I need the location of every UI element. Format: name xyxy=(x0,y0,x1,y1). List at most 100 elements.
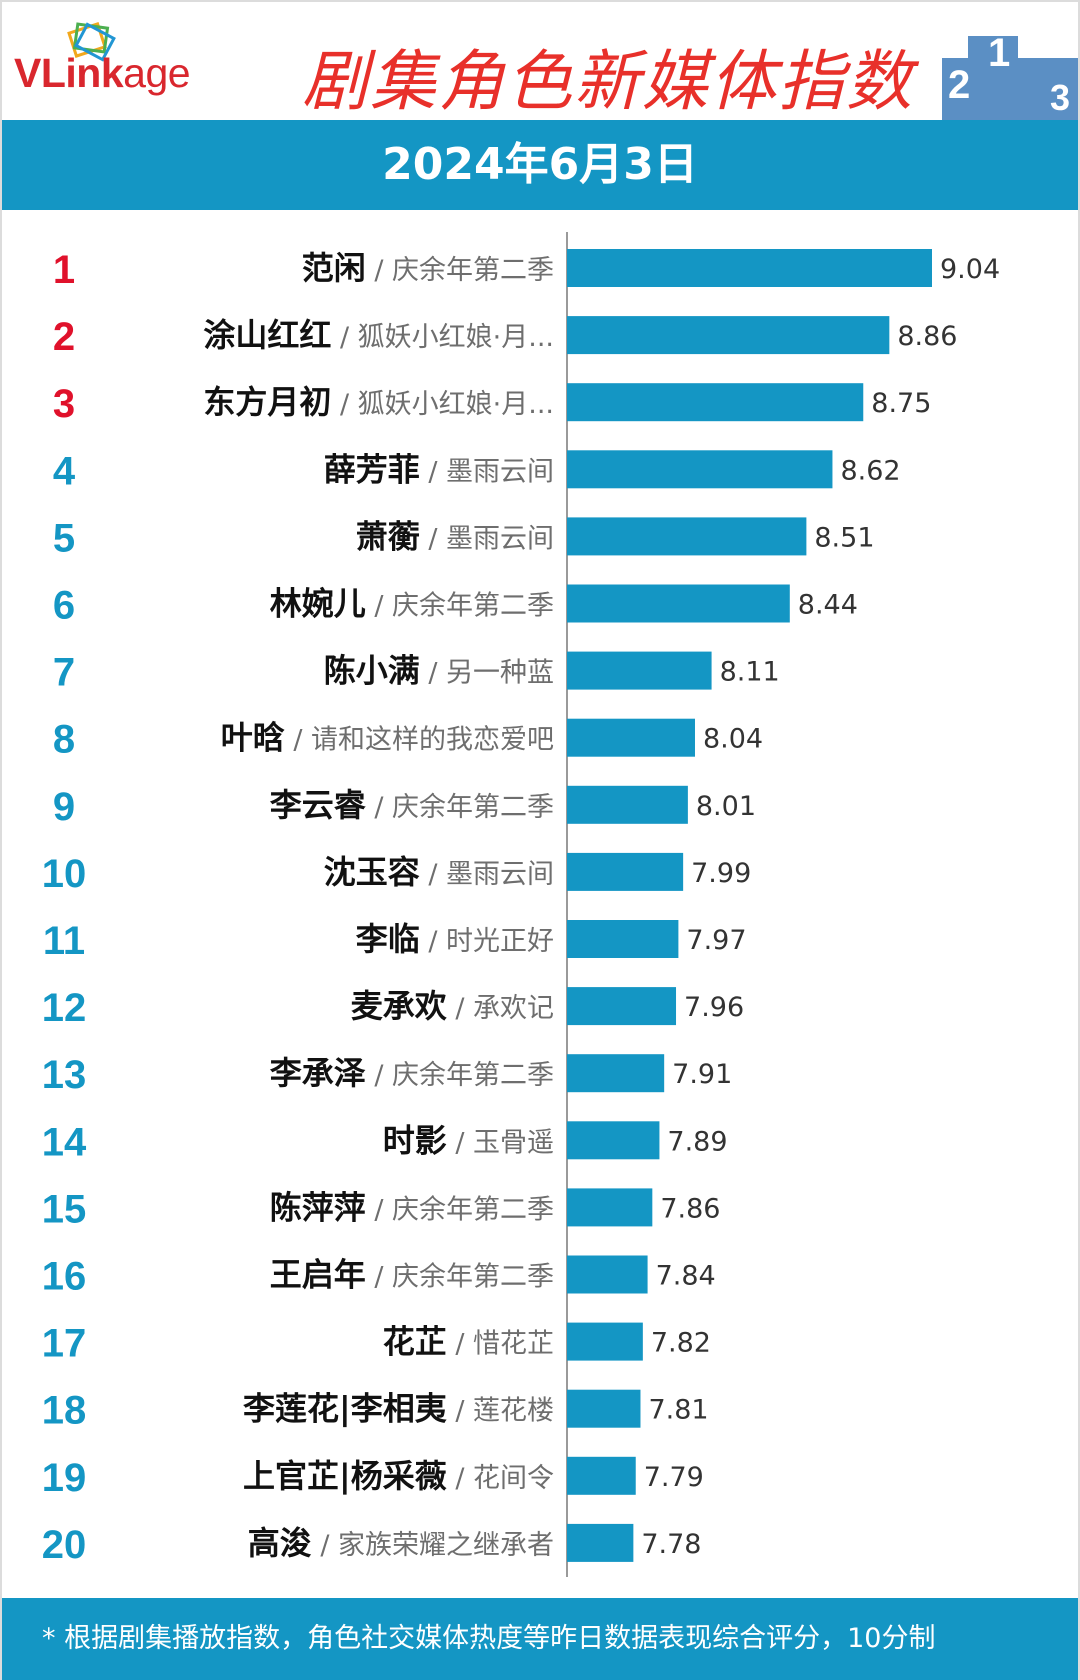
character-name: 林婉儿 xyxy=(270,585,366,623)
drama-title: 庆余年第二季 xyxy=(392,792,554,823)
category-label: 李莲花|李相夷 / 莲花楼 xyxy=(243,1390,554,1429)
rank-number: 10 xyxy=(42,852,87,896)
rank-number: 16 xyxy=(42,1255,87,1299)
rank-number: 7 xyxy=(53,651,75,695)
rank-number: 13 xyxy=(42,1053,87,1097)
category-label: 李承泽 / 庆余年第二季 xyxy=(270,1054,554,1092)
drama-title: 墨雨云间 xyxy=(446,859,554,890)
bar xyxy=(567,1456,636,1495)
drama-title: 承欢记 xyxy=(473,993,554,1024)
logo-wordmark: VLinkage xyxy=(14,50,191,97)
bar xyxy=(567,1322,643,1361)
value-label: 7.78 xyxy=(641,1529,701,1560)
drama-title: 庆余年第二季 xyxy=(392,255,554,286)
podium-number-1: 1 xyxy=(988,31,1010,75)
logo-part-ink: ink xyxy=(65,50,124,96)
rank-number: 20 xyxy=(42,1523,87,1567)
value-label: 8.51 xyxy=(814,522,874,553)
drama-title: 庆余年第二季 xyxy=(392,1060,554,1091)
value-label: 8.86 xyxy=(897,321,957,352)
character-name: 李云睿 xyxy=(270,786,367,824)
rank-number: 6 xyxy=(53,584,75,628)
label-separator: / xyxy=(420,523,446,554)
bar xyxy=(567,383,864,422)
value-label: 7.89 xyxy=(667,1126,727,1157)
drama-title: 庆余年第二季 xyxy=(392,1262,554,1293)
rank-number: 17 xyxy=(42,1322,87,1366)
podium-number-2: 2 xyxy=(948,63,970,107)
label-separator: / xyxy=(331,322,357,353)
bar xyxy=(567,316,890,355)
bar xyxy=(567,852,684,891)
label-separator: / xyxy=(447,1463,473,1494)
bar xyxy=(567,517,807,556)
character-name: 花芷 xyxy=(383,1323,447,1361)
character-name: 李承泽 xyxy=(270,1054,366,1092)
character-name: 高浚 xyxy=(248,1524,312,1562)
category-label: 萧蘅 / 墨雨云间 xyxy=(356,517,554,555)
value-label: 7.91 xyxy=(672,1059,732,1090)
label-separator: / xyxy=(366,255,392,286)
value-label: 8.01 xyxy=(696,791,756,822)
rank-number: 18 xyxy=(42,1389,87,1433)
category-label: 上官芷|杨采薇 / 花间令 xyxy=(243,1457,554,1496)
value-label: 7.86 xyxy=(660,1193,720,1224)
label-separator: / xyxy=(447,1396,473,1427)
character-name: 叶晗 xyxy=(221,719,285,757)
footer-band: * 根据剧集播放指数，角色社交媒体热度等昨日数据表现综合评分，10分制 xyxy=(2,1598,1078,1680)
bar xyxy=(567,1054,665,1093)
drama-title: 狐妖小红娘·月... xyxy=(358,322,554,353)
label-separator: / xyxy=(366,792,392,823)
rank-number: 12 xyxy=(42,986,87,1030)
category-label: 沈玉容 / 墨雨云间 xyxy=(324,853,554,891)
character-name: 李临 xyxy=(356,920,420,958)
value-label: 7.84 xyxy=(656,1261,716,1292)
value-label: 8.62 xyxy=(840,455,900,486)
character-name: 上官芷|杨采薇 xyxy=(243,1457,447,1496)
value-label: 9.04 xyxy=(940,254,1000,285)
date-label: 2024年6月3日 xyxy=(382,139,698,190)
character-name: 王启年 xyxy=(270,1256,366,1294)
drama-title: 庆余年第二季 xyxy=(392,591,554,622)
bar xyxy=(567,1121,660,1160)
character-name: 涂山红红 xyxy=(203,316,331,354)
bar xyxy=(567,450,833,489)
label-separator: / xyxy=(312,1530,338,1561)
category-label: 高浚 / 家族荣耀之继承者 xyxy=(248,1524,554,1562)
category-label: 东方月初 / 狐妖小红娘·月... xyxy=(203,383,554,421)
bar xyxy=(567,1188,653,1227)
value-label: 7.97 xyxy=(686,925,746,956)
character-name: 陈小满 xyxy=(324,652,420,690)
date-band: 2024年6月3日 xyxy=(2,120,1078,210)
rank-number: 11 xyxy=(43,919,85,963)
footer-note: * 根据剧集播放指数，角色社交媒体热度等昨日数据表现综合评分，10分制 xyxy=(42,1623,936,1654)
value-label: 7.81 xyxy=(648,1395,708,1426)
rank-number: 8 xyxy=(53,718,75,762)
category-label: 时影 / 玉骨遥 xyxy=(383,1121,554,1159)
drama-title: 庆余年第二季 xyxy=(392,1194,554,1225)
value-label: 7.82 xyxy=(651,1328,711,1359)
value-label: 7.79 xyxy=(644,1462,704,1493)
category-label: 涂山红红 / 狐妖小红娘·月... xyxy=(203,316,554,354)
category-label: 薛芳菲 / 墨雨云间 xyxy=(324,450,554,488)
podium-number-3: 3 xyxy=(1050,77,1070,118)
bar xyxy=(567,584,790,623)
value-label: 7.99 xyxy=(691,858,751,889)
rank-number: 3 xyxy=(53,382,75,426)
drama-title: 惜花芷 xyxy=(473,1329,554,1360)
bar xyxy=(567,718,695,757)
value-label: 8.04 xyxy=(703,724,763,755)
category-label: 陈小满 / 另一种蓝 xyxy=(324,652,554,690)
drama-title: 玉骨遥 xyxy=(473,1127,554,1158)
label-separator: / xyxy=(331,389,357,420)
drama-title: 另一种蓝 xyxy=(446,658,554,689)
bar xyxy=(567,249,932,287)
rank-number: 9 xyxy=(53,785,75,829)
character-name: 沈玉容 xyxy=(324,853,420,891)
drama-title: 请和这样的我恋爱吧 xyxy=(311,725,554,756)
category-label: 叶晗 / 请和这样的我恋爱吧 xyxy=(221,719,554,757)
bar xyxy=(567,987,677,1026)
rank-number: 4 xyxy=(53,449,76,493)
bar xyxy=(567,785,688,824)
